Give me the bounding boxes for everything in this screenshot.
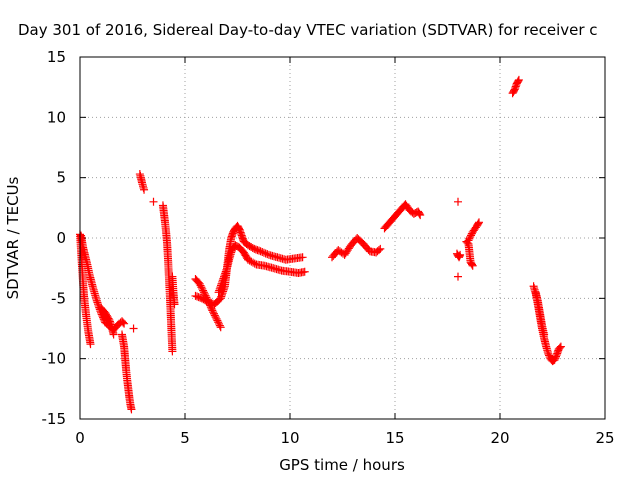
- data-point: [199, 286, 208, 295]
- data-point: [214, 318, 223, 327]
- data-point: [514, 77, 523, 86]
- x-tick-label: 15: [385, 429, 404, 447]
- data-point: [256, 247, 265, 256]
- data-point: [120, 319, 129, 328]
- data-point: [247, 257, 256, 266]
- data-point: [300, 267, 309, 276]
- data-point: [261, 249, 270, 258]
- data-point: [249, 258, 258, 267]
- data-point: [209, 309, 218, 318]
- data-point: [109, 330, 118, 339]
- x-tick-label: 10: [280, 429, 299, 447]
- data-point: [211, 313, 220, 322]
- data-point: [466, 233, 475, 242]
- data-point: [127, 405, 136, 414]
- y-tick-label: -10: [42, 350, 67, 368]
- x-tick-label: 0: [75, 429, 85, 447]
- data-point: [215, 319, 224, 328]
- data-point: [474, 219, 483, 228]
- data-point: [263, 250, 272, 259]
- data-point: [245, 256, 254, 265]
- data-point: [198, 284, 207, 293]
- data-point: [140, 185, 149, 194]
- data-point: [415, 209, 424, 218]
- data-point: [213, 316, 222, 325]
- data-point: [119, 318, 128, 327]
- data-point: [212, 314, 221, 323]
- data-point: [129, 324, 138, 333]
- data-point: [259, 248, 268, 257]
- y-tick-label: 10: [47, 108, 66, 126]
- plot-frame: [79, 56, 606, 420]
- data-point: [209, 308, 218, 317]
- data-point: [416, 211, 425, 220]
- data-point: [298, 253, 307, 262]
- data-point: [464, 236, 473, 245]
- x-tick-label: 25: [595, 429, 614, 447]
- y-tick-label: -5: [51, 289, 66, 307]
- data-point: [454, 272, 462, 281]
- grid: [80, 57, 605, 419]
- y-tick-label: -15: [42, 410, 67, 428]
- data-point: [216, 323, 225, 332]
- data-point: [250, 259, 259, 268]
- data-point: [196, 281, 205, 290]
- data-point: [465, 234, 474, 243]
- data-point: [149, 197, 158, 206]
- chart-title: Day 301 of 2016, Sidereal Day-to-day VTE…: [18, 21, 598, 39]
- y-tick-label: 0: [56, 229, 66, 247]
- x-axis-label: GPS time / hours: [279, 456, 405, 474]
- data-point: [210, 311, 219, 320]
- data-point: [170, 300, 179, 309]
- data-point: [215, 321, 224, 330]
- data-point: [454, 197, 462, 206]
- data-point: [195, 279, 204, 288]
- y-axis-label: SDTVAR / TECUs: [4, 176, 22, 299]
- data-point: [456, 250, 465, 259]
- data-point: [199, 288, 208, 297]
- x-tick-label: 5: [180, 429, 190, 447]
- data-point: [468, 260, 476, 269]
- axis-ticks: 0 5 10 15 20 25 -15 -10 -5 0 5 10 15: [42, 48, 615, 447]
- data-point: [514, 75, 523, 84]
- y-tick-label: 5: [56, 169, 66, 187]
- data-point: [197, 283, 206, 292]
- y-tick-label: 15: [47, 48, 66, 66]
- data-point: [467, 231, 476, 240]
- data-point: [556, 342, 565, 351]
- data-point: [86, 340, 95, 349]
- data-point: [244, 255, 252, 264]
- data-point: [258, 247, 267, 256]
- data-point: [540, 330, 549, 339]
- data-point: [168, 347, 177, 356]
- data-point: [475, 218, 483, 227]
- data-point: [376, 244, 385, 253]
- x-tick-label: 20: [490, 429, 509, 447]
- data-point: [468, 261, 477, 270]
- data-points: [76, 75, 565, 414]
- data-point: [555, 343, 564, 352]
- data-point: [374, 246, 383, 255]
